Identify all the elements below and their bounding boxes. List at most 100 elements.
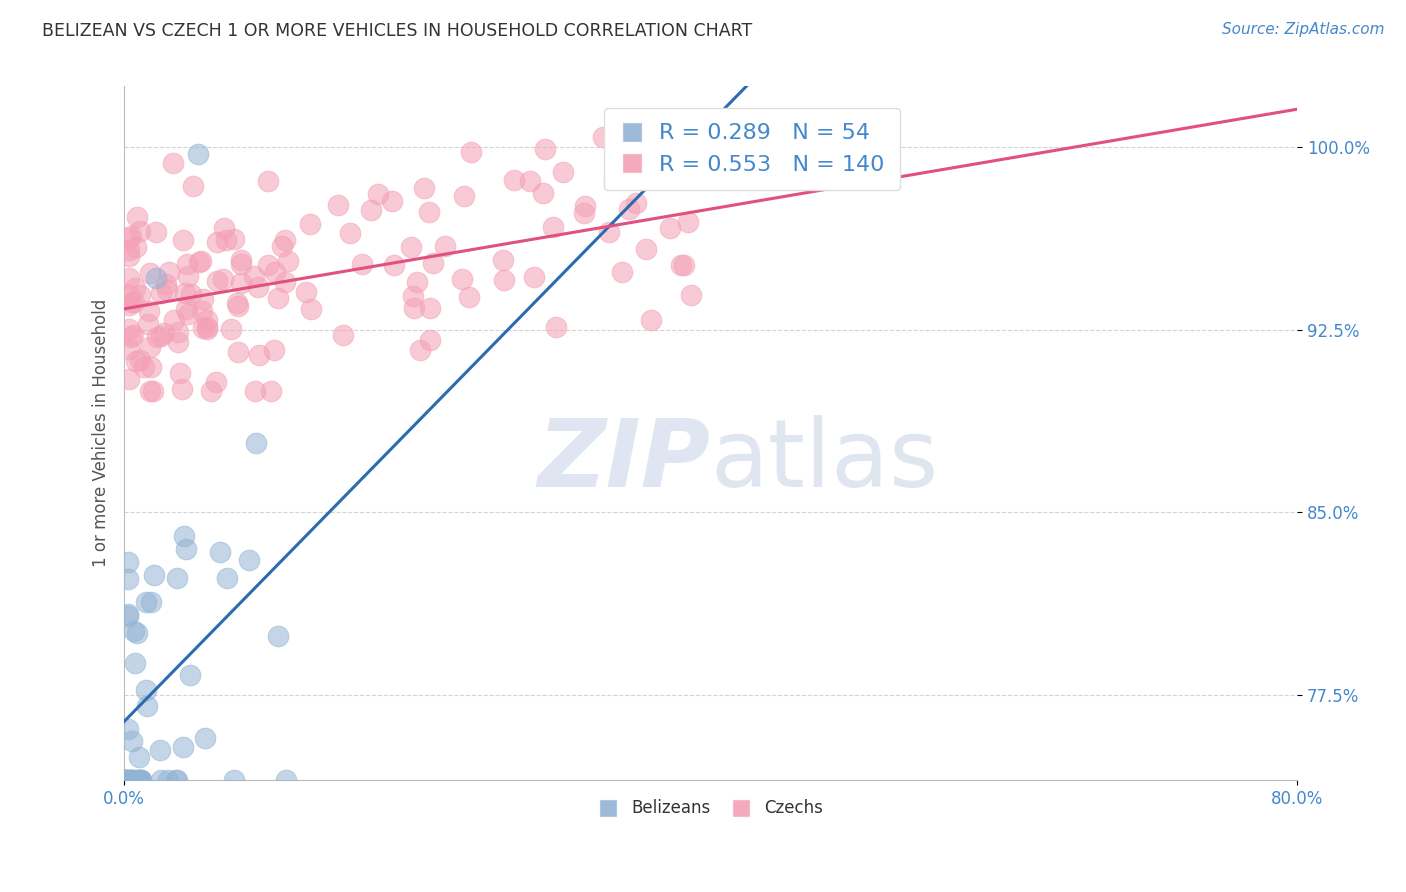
Point	[121, 773, 143, 788]
Point	[138, 304, 160, 318]
Point	[676, 215, 699, 229]
Point	[350, 257, 373, 271]
Point	[299, 301, 322, 316]
Point	[176, 257, 198, 271]
Point	[273, 233, 295, 247]
Point	[215, 233, 238, 247]
Point	[453, 189, 475, 203]
Point	[115, 773, 138, 788]
Point	[246, 280, 269, 294]
Point	[149, 743, 172, 757]
Point	[492, 252, 515, 267]
Point	[173, 285, 195, 300]
Point	[124, 657, 146, 671]
Point	[141, 595, 163, 609]
Point	[162, 156, 184, 170]
Point	[117, 271, 139, 285]
Point	[139, 266, 162, 280]
Point	[142, 567, 165, 582]
Point	[170, 382, 193, 396]
Point	[117, 231, 139, 245]
Point	[592, 130, 614, 145]
Point	[418, 205, 440, 219]
Point	[458, 290, 481, 304]
Point	[117, 556, 139, 570]
Point	[128, 353, 150, 368]
Point	[191, 292, 214, 306]
Point	[380, 194, 402, 209]
Point	[120, 773, 142, 788]
Point	[129, 773, 152, 788]
Point	[125, 240, 148, 254]
Point	[523, 269, 546, 284]
Point	[360, 203, 382, 218]
Point	[145, 225, 167, 239]
Point	[179, 668, 201, 682]
Point	[402, 289, 425, 303]
Point	[399, 240, 422, 254]
Point	[173, 528, 195, 542]
Point	[215, 571, 238, 585]
Point	[186, 147, 208, 161]
Point	[153, 326, 176, 341]
Point	[163, 313, 186, 327]
Point	[122, 328, 145, 343]
Point	[238, 552, 260, 566]
Point	[277, 253, 299, 268]
Point	[177, 268, 200, 283]
Point	[433, 239, 456, 253]
Point	[205, 235, 228, 249]
Point	[610, 265, 633, 279]
Point	[299, 217, 322, 231]
Point	[115, 773, 138, 788]
Point	[120, 330, 142, 344]
Point	[402, 301, 425, 315]
Point	[574, 199, 596, 213]
Point	[117, 288, 139, 302]
Point	[603, 170, 626, 185]
Point	[460, 145, 482, 160]
Point	[138, 384, 160, 398]
Point	[141, 359, 163, 374]
Point	[367, 187, 389, 202]
Point	[125, 211, 148, 225]
Point	[118, 250, 141, 264]
Point	[121, 734, 143, 748]
Point	[658, 221, 681, 235]
Point	[669, 258, 692, 272]
Point	[125, 773, 148, 788]
Point	[226, 296, 249, 310]
Point	[135, 595, 157, 609]
Text: atlas: atlas	[710, 415, 939, 507]
Point	[157, 265, 180, 279]
Point	[634, 243, 657, 257]
Point	[114, 773, 136, 788]
Point	[118, 371, 141, 385]
Point	[117, 722, 139, 736]
Point	[195, 322, 218, 336]
Point	[208, 544, 231, 558]
Point	[120, 295, 142, 310]
Text: BELIZEAN VS CZECH 1 OR MORE VEHICLES IN HOUSEHOLD CORRELATION CHART: BELIZEAN VS CZECH 1 OR MORE VEHICLES IN …	[42, 22, 752, 40]
Point	[181, 178, 204, 193]
Point	[118, 321, 141, 335]
Point	[574, 206, 596, 220]
Point	[551, 165, 574, 179]
Legend: Belizeans, Czechs: Belizeans, Czechs	[592, 793, 830, 824]
Point	[115, 773, 138, 788]
Point	[243, 268, 266, 283]
Point	[124, 353, 146, 368]
Point	[180, 287, 202, 301]
Point	[194, 731, 217, 746]
Point	[118, 342, 141, 356]
Point	[693, 130, 716, 145]
Point	[165, 773, 187, 788]
Point	[598, 226, 620, 240]
Point	[129, 773, 152, 788]
Point	[263, 343, 285, 358]
Point	[142, 384, 165, 398]
Point	[406, 275, 429, 289]
Point	[195, 312, 218, 326]
Point	[212, 221, 235, 235]
Point	[121, 773, 143, 788]
